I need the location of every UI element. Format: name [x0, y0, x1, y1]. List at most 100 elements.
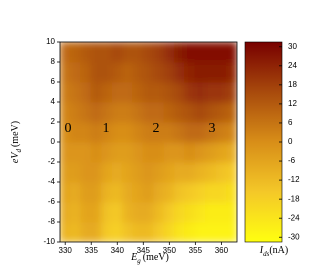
- heatmap-cell: [111, 161, 123, 183]
- x-tick-label: 330: [59, 246, 73, 255]
- heatmap-cell: [194, 161, 207, 183]
- label-unit: (meV): [10, 121, 21, 147]
- heatmap-cell: [153, 161, 165, 183]
- heatmap-cell: [121, 141, 134, 163]
- heatmap-cell: [184, 81, 196, 103]
- heatmap-cell: [80, 221, 92, 242]
- heatmap-cell: [101, 101, 113, 123]
- colorbar-tick-label: 12: [288, 99, 297, 108]
- heatmap-cell: [163, 221, 176, 242]
- heatmap-cell: [205, 221, 217, 242]
- heatmap-cell: [69, 42, 82, 63]
- heatmap-cell: [194, 42, 207, 63]
- heatmap-cell: [142, 201, 155, 223]
- heatmap-cell: [142, 42, 155, 63]
- x-tick-label: 340: [111, 246, 125, 255]
- heatmap-cell: [153, 121, 165, 143]
- heatmap-cell: [215, 101, 228, 123]
- y-tick-label: 2: [51, 117, 56, 126]
- heatmap-cell: [174, 221, 186, 242]
- y-axis-label: eVd (meV): [10, 121, 22, 163]
- y-tick-label: -8: [48, 217, 56, 226]
- heatmap-cell: [174, 42, 186, 63]
- annotation: 0: [65, 121, 72, 136]
- heatmap-cell: [205, 121, 217, 143]
- heatmap-cell: [111, 221, 123, 242]
- heatmap-cell: [174, 201, 186, 223]
- heatmap-cell: [101, 141, 113, 163]
- heatmap-cell: [226, 221, 237, 242]
- heatmap-cell: [60, 101, 71, 123]
- heatmap-cell: [142, 141, 155, 163]
- colorbar-tick-label: 0: [288, 137, 293, 146]
- heatmap-cell: [111, 81, 123, 103]
- y-tick-label: -6: [48, 197, 56, 206]
- heatmap-cell: [90, 61, 103, 83]
- heatmap-cell: [184, 61, 196, 83]
- heatmap-cell: [226, 201, 237, 223]
- heatmap-cell: [174, 161, 186, 183]
- heatmap-cell: [215, 121, 228, 143]
- heatmap-cell: [101, 81, 113, 103]
- heatmap-cell: [132, 81, 144, 103]
- heatmap-cell: [101, 42, 113, 63]
- heatmap-cell: [163, 101, 176, 123]
- colorbar-label: Ids(nA): [259, 245, 288, 257]
- heatmap-cell: [121, 201, 134, 223]
- heatmap-cell: [215, 81, 228, 103]
- heatmap-cell: [194, 201, 207, 223]
- annotation: 3: [209, 121, 216, 136]
- heatmap-cell: [153, 201, 165, 223]
- heatmap-cell: [69, 141, 82, 163]
- heatmap-cell: [153, 61, 165, 83]
- heatmap-cell: [205, 141, 217, 163]
- heatmap-cell: [60, 61, 71, 83]
- heatmap-cell: [163, 181, 176, 203]
- heatmap-cell: [226, 61, 237, 83]
- label-subscript: ds: [263, 250, 270, 258]
- heatmap-cell: [101, 181, 113, 203]
- colorbar-tick-label: 30: [288, 42, 297, 51]
- colorbar-tick-label: 18: [288, 80, 297, 89]
- x-tick-label: 345: [137, 246, 151, 255]
- heatmap-cell: [153, 141, 165, 163]
- label-symbol: E: [130, 252, 137, 263]
- label-unit: (meV): [143, 252, 169, 263]
- x-tick-label: 350: [163, 246, 177, 255]
- heatmap-cell: [69, 81, 82, 103]
- heatmap-cell: [205, 161, 217, 183]
- heatmap-cell: [194, 141, 207, 163]
- heatmap-cell: [132, 61, 144, 83]
- y-tick-label: 10: [46, 37, 55, 46]
- heatmap-cell: [153, 81, 165, 103]
- heatmap-cell: [205, 42, 217, 63]
- heatmap-cell: [153, 221, 165, 242]
- y-tick-label: 8: [51, 57, 56, 66]
- heatmap-cell: [184, 141, 196, 163]
- heatmap-cell: [132, 181, 144, 203]
- heatmap-cell: [80, 42, 92, 63]
- heatmap-cell: [69, 101, 82, 123]
- heatmap-cell: [226, 42, 237, 63]
- heatmap-cell: [69, 121, 82, 143]
- y-tick-label: -10: [43, 237, 55, 246]
- heatmap-cell: [142, 161, 155, 183]
- heatmap-cell: [174, 121, 186, 143]
- heatmap-cell: [163, 201, 176, 223]
- heatmap-cell: [111, 141, 123, 163]
- colorbar-tick-label: -6: [288, 156, 296, 165]
- heatmap-cell: [121, 42, 134, 63]
- heatmap-cell: [205, 101, 217, 123]
- heatmap-cell: [184, 201, 196, 223]
- heatmap-cell: [184, 101, 196, 123]
- heatmap-cell: [90, 42, 103, 63]
- heatmap-cell: [205, 81, 217, 103]
- heatmap-cell: [163, 61, 176, 83]
- heatmap-cell: [142, 221, 155, 242]
- heatmap-cell: [174, 61, 186, 83]
- heatmap-cell: [226, 81, 237, 103]
- x-tick-label: 360: [215, 246, 229, 255]
- heatmap-cell: [184, 42, 196, 63]
- heatmap-cell: [69, 221, 82, 242]
- label-subscript: d: [15, 149, 23, 153]
